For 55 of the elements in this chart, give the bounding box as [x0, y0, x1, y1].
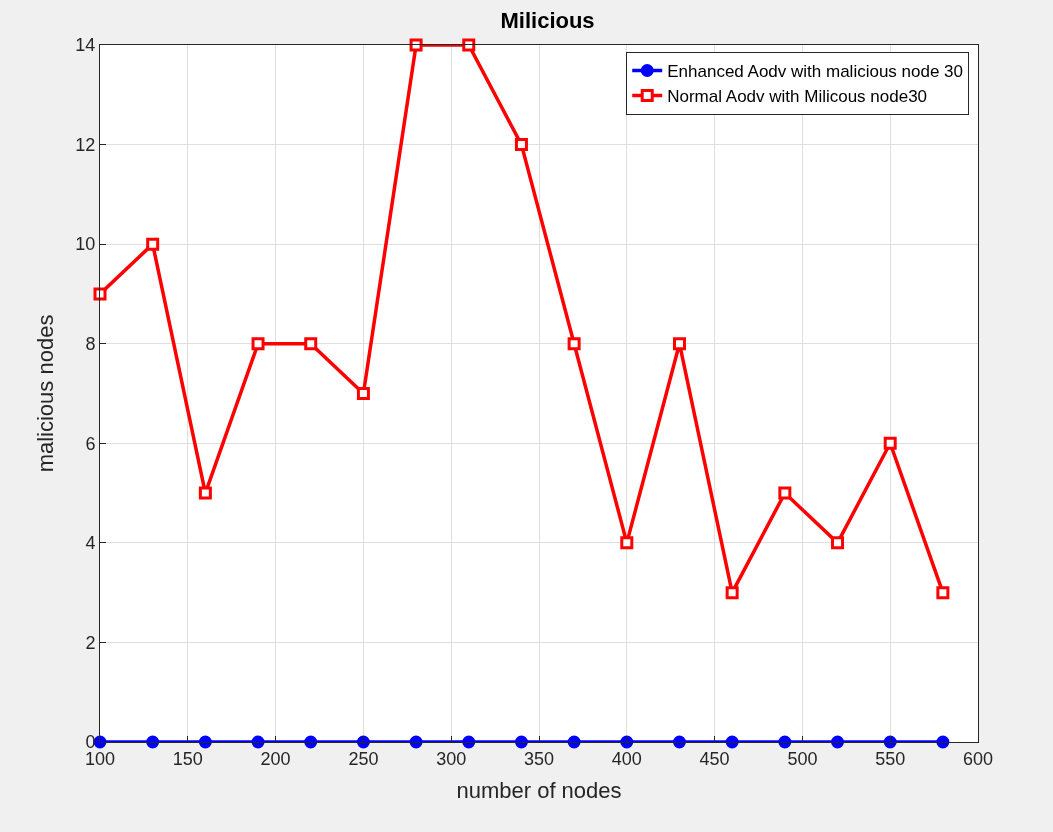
point	[356, 735, 370, 749]
x-tick-label: 200	[260, 748, 291, 769]
x-tick-label: 500	[787, 748, 818, 769]
point	[778, 735, 792, 749]
point	[620, 536, 634, 550]
y-tick-label: 6	[85, 433, 96, 454]
point	[198, 486, 212, 500]
y-axis-title: malicious nodes	[33, 314, 59, 473]
point	[251, 337, 265, 351]
point	[831, 735, 845, 749]
point	[514, 138, 528, 152]
point	[831, 536, 845, 550]
point	[251, 735, 265, 749]
x-tick-label: 250	[348, 748, 379, 769]
x-axis-title: number of nodes	[456, 778, 622, 804]
x-tick-label: 550	[875, 748, 906, 769]
legend-label: Normal Aodv with Milicous node30	[667, 87, 928, 107]
y-tick-label: 10	[75, 234, 96, 255]
y-tick-label: 8	[85, 334, 96, 355]
x-tick-label: 600	[962, 748, 994, 769]
point	[725, 735, 739, 749]
y-tick-label: 14	[75, 35, 96, 56]
point	[672, 735, 686, 749]
chart-title: Milicious	[500, 7, 595, 33]
point	[356, 387, 370, 400]
point	[304, 735, 318, 749]
point	[672, 337, 686, 351]
point	[198, 735, 212, 749]
point	[567, 735, 581, 749]
point	[883, 735, 897, 749]
point	[778, 486, 792, 500]
point	[93, 287, 107, 301]
point	[883, 436, 897, 450]
point	[304, 337, 318, 351]
point	[146, 237, 160, 251]
legend-label: Enhanced Aodv with malicious node 30	[667, 62, 964, 82]
y-tick-label: 12	[75, 134, 96, 155]
point	[725, 586, 739, 600]
x-tick-label: 350	[523, 748, 555, 769]
x-tick-label: 300	[436, 748, 467, 769]
point	[462, 735, 476, 749]
x-tick-label: 400	[611, 748, 642, 769]
x-tick-label: 150	[172, 748, 203, 769]
point	[462, 38, 476, 52]
y-tick-label: 2	[85, 632, 96, 653]
point	[936, 735, 950, 749]
point	[567, 337, 581, 351]
point	[514, 735, 528, 749]
point	[936, 586, 950, 600]
point	[409, 38, 423, 52]
y-tick-label: 4	[85, 533, 96, 554]
x-tick-label: 450	[699, 748, 730, 769]
point	[620, 735, 634, 749]
point	[146, 735, 160, 749]
point	[409, 735, 423, 749]
